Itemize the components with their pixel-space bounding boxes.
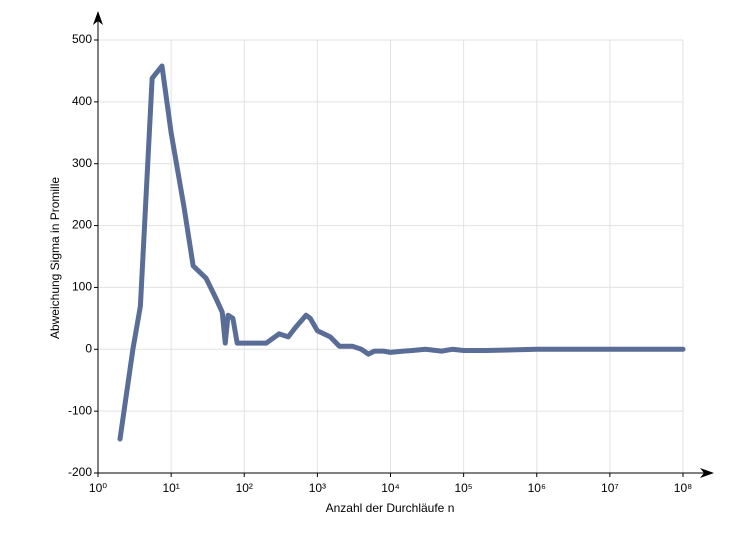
- y-arrow: [93, 11, 103, 25]
- x-tick-label: 10⁷: [601, 481, 619, 495]
- x-tick-label: 10²: [236, 481, 253, 495]
- x-tick-label: 10⁶: [528, 481, 546, 495]
- x-tick-label: 10⁸: [674, 481, 692, 495]
- y-tick-label: -100: [68, 403, 92, 417]
- y-tick-label: 500: [72, 32, 92, 46]
- x-tick-label: 10⁴: [381, 481, 400, 495]
- y-tick-label: 0: [85, 341, 92, 355]
- y-tick-label: -200: [68, 465, 92, 479]
- line-series: [117, 63, 686, 442]
- y-tick-label: 400: [72, 94, 92, 108]
- y-axis-label: Abweichung Sigma in Promille: [48, 177, 62, 339]
- y-tick-label: 300: [72, 156, 92, 170]
- x-tick-label: 10⁵: [454, 481, 472, 495]
- x-axis-label: Anzahl der Durchläufe n: [326, 501, 455, 515]
- x-tick-label: 10³: [309, 481, 326, 495]
- y-tick-label: 100: [72, 280, 92, 294]
- x-tick-label: 10¹: [162, 481, 179, 495]
- x-tick-label: 10⁰: [89, 481, 107, 495]
- y-tick-label: 200: [72, 218, 92, 232]
- x-arrow: [700, 468, 714, 478]
